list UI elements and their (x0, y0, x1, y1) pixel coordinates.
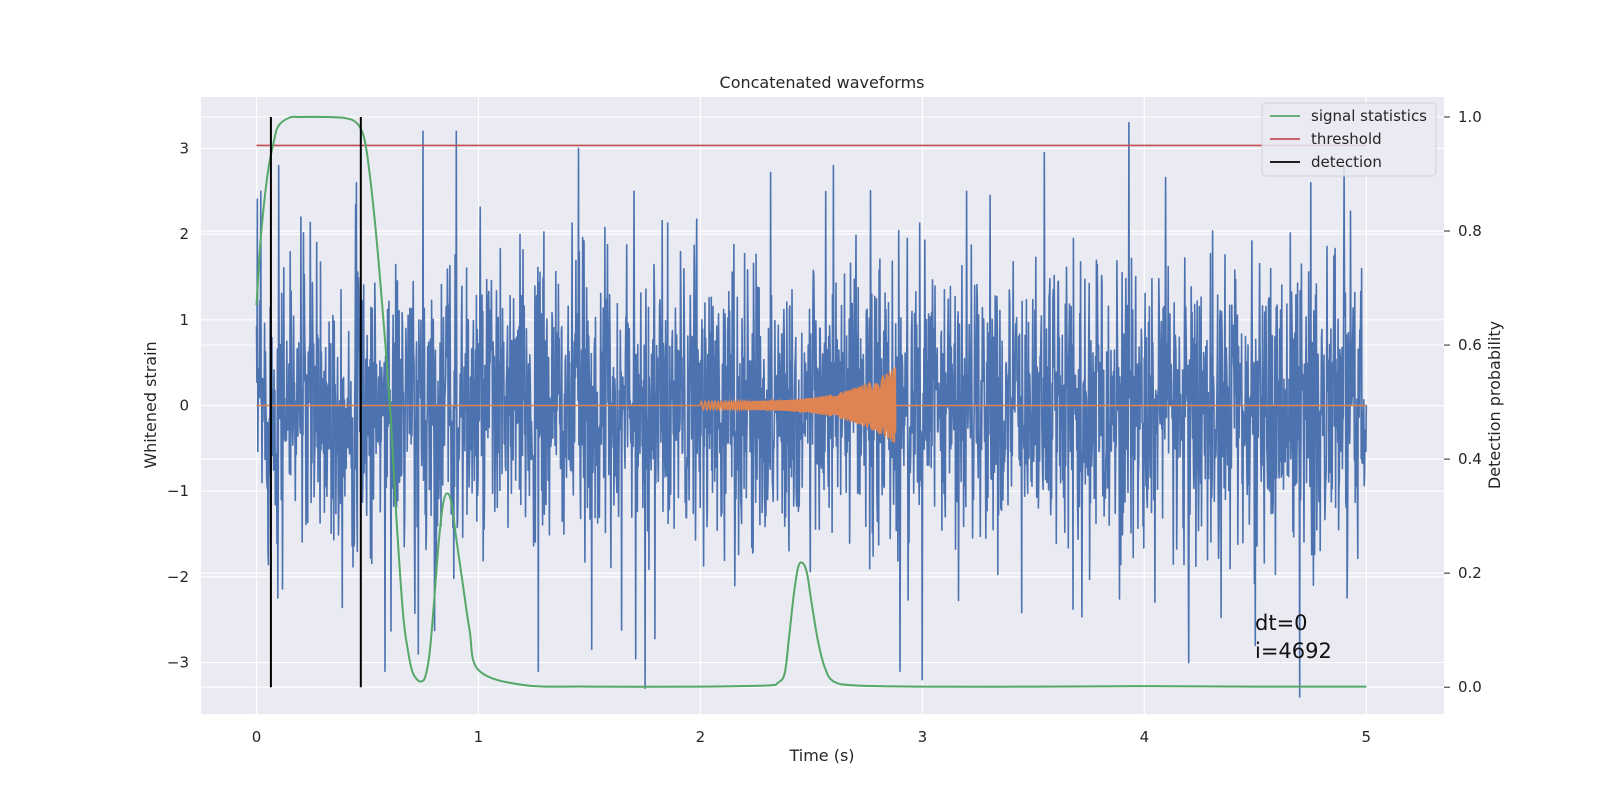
x-tick-label: 0 (252, 728, 262, 746)
y2-tick-label: 1.0 (1458, 108, 1482, 126)
x-tick-label: 3 (918, 728, 928, 746)
x-axis-label: Time (s) (788, 746, 854, 765)
strain-series-line (255, 121, 1368, 698)
legend: signal statistics threshold detection (1261, 102, 1437, 177)
y-tick-label: −3 (167, 654, 189, 672)
legend-label-detection: detection (1311, 153, 1382, 171)
series-layer (255, 115, 1368, 698)
y-tick-label: −1 (167, 482, 189, 500)
legend-label-threshold: threshold (1311, 130, 1382, 148)
y2-tick-label: 0.0 (1458, 678, 1482, 696)
y2-tick-label: 0.4 (1458, 450, 1482, 468)
y-tick-label: 0 (179, 397, 189, 415)
y-tick-label: −2 (167, 568, 189, 586)
legend-box (1261, 102, 1437, 177)
x-tick-label: 2 (696, 728, 706, 746)
chart-title: Concatenated waveforms (720, 73, 925, 92)
x-tick-label: 5 (1362, 728, 1372, 746)
x-tick-label: 1 (474, 728, 484, 746)
y2-tick-label: 0.8 (1458, 222, 1482, 240)
legend-label-signal-statistics: signal statistics (1311, 107, 1427, 125)
y-tick-label: 3 (179, 139, 189, 157)
annotation-index: i=4692 (1255, 639, 1332, 663)
y-tick-label: 1 (179, 311, 189, 329)
ticks: 0 1 2 3 4 5 −3 −2 −1 0 1 2 3 0.0 0.2 0.4 0.6 0.8 1.0 (167, 108, 1482, 746)
y2-tick-label: 0.6 (1458, 336, 1482, 354)
waveform-series-line (256, 367, 1367, 444)
y-axis-label: Whitened strain (141, 341, 160, 468)
signal-statistics-line (255, 115, 1367, 688)
y-tick-label: 2 (179, 225, 189, 243)
y2-axis-label: Detection probability (1485, 321, 1504, 489)
annotations: dt=0 i=4692 (1255, 611, 1332, 663)
annotation-dt: dt=0 (1255, 611, 1308, 635)
y2-tick-label: 0.2 (1458, 564, 1482, 582)
x-tick-label: 4 (1140, 728, 1150, 746)
